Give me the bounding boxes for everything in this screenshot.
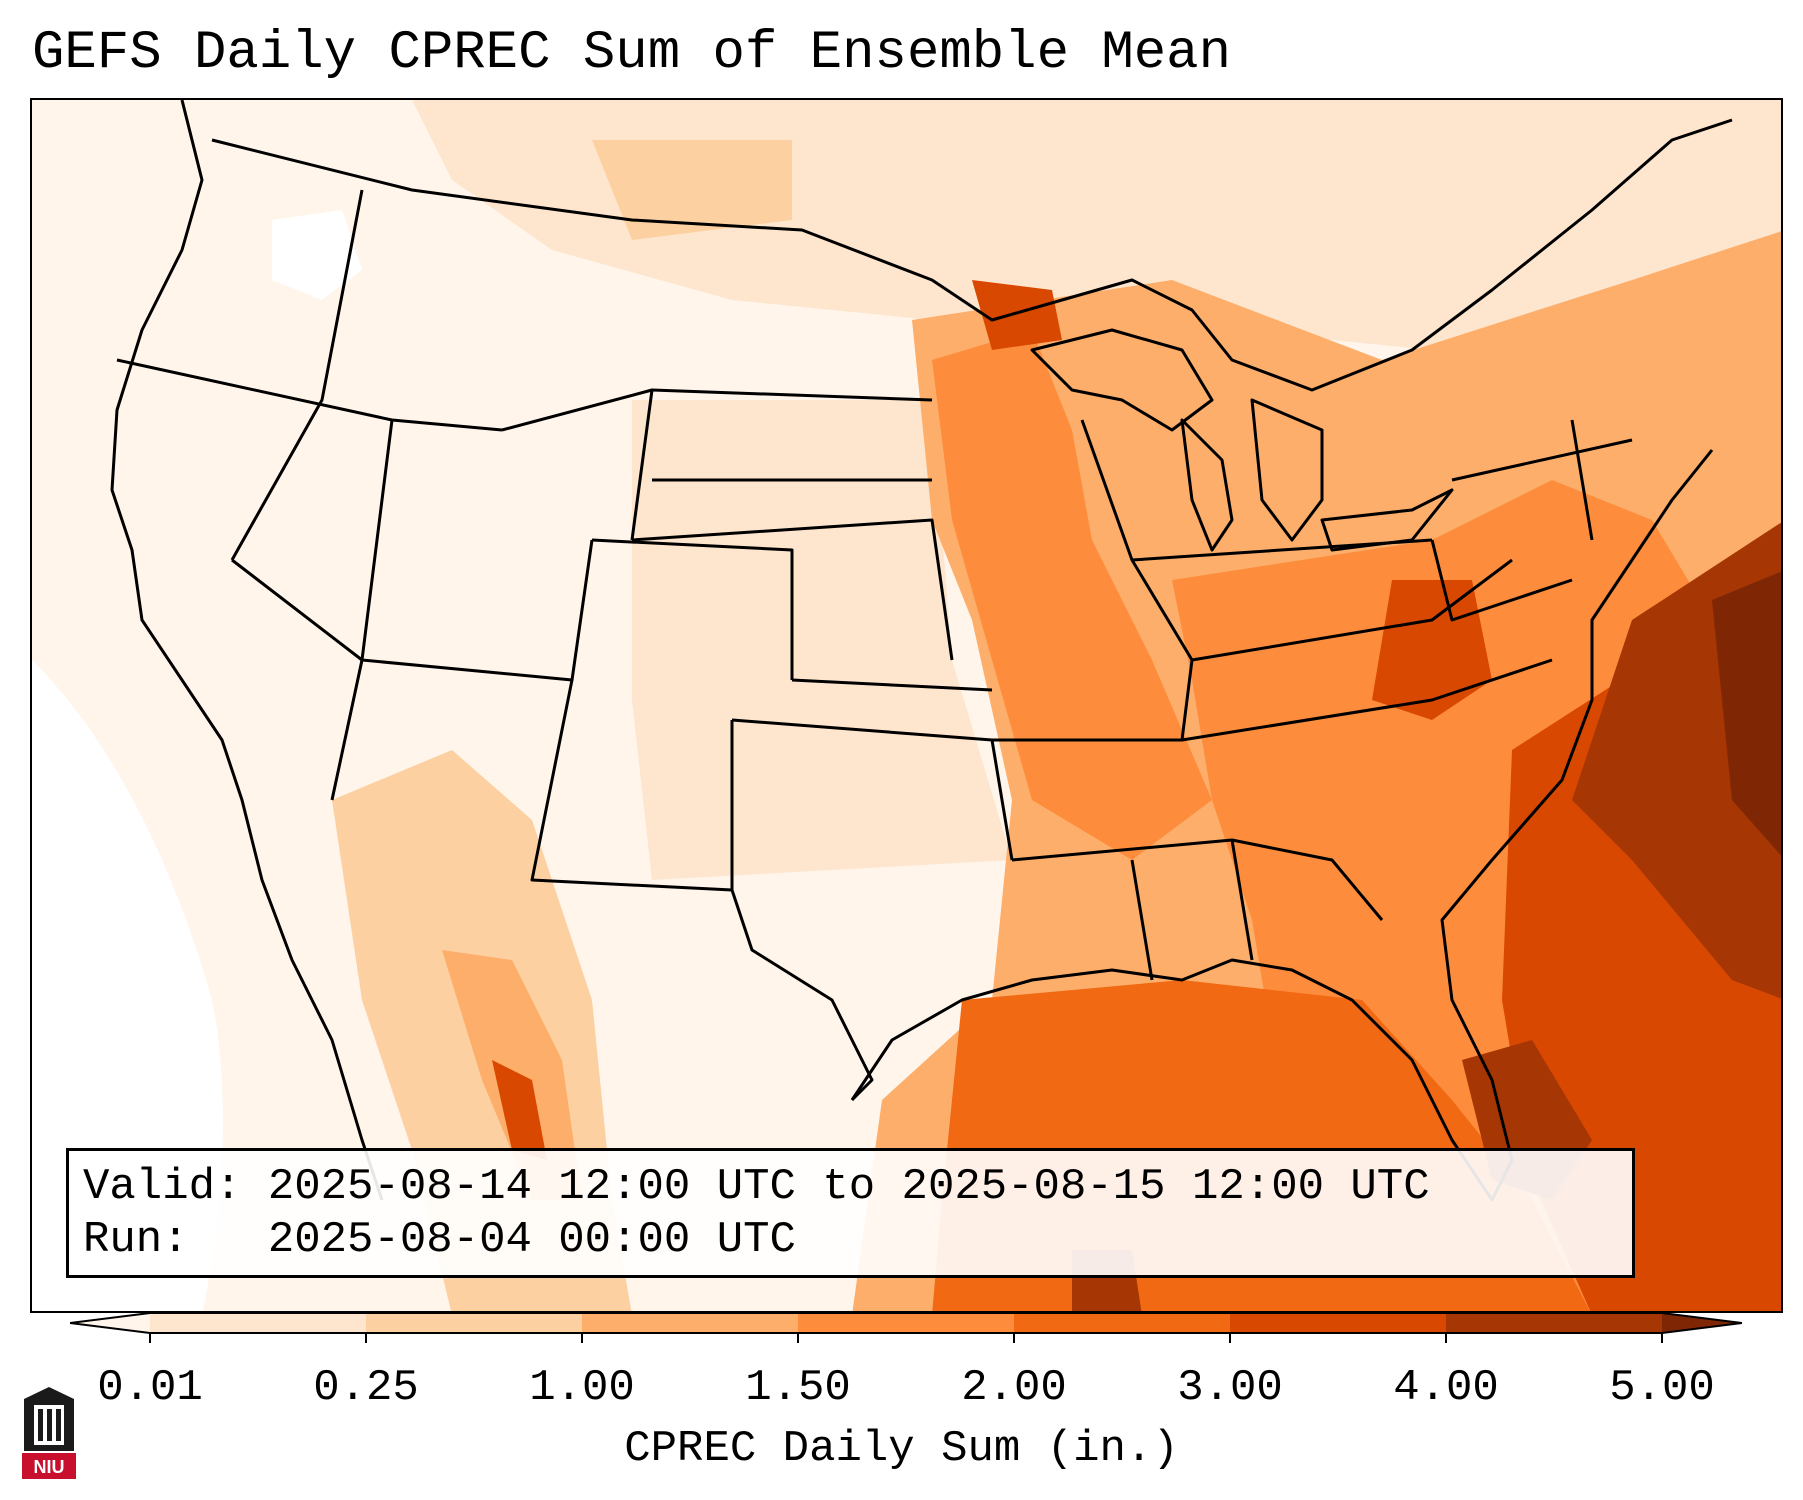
colorbar-segment	[798, 1313, 1015, 1333]
colorbar-label: CPREC Daily Sum (in.)	[624, 1424, 1179, 1474]
colorbar	[70, 1312, 1742, 1343]
colorbar-extend-high	[1662, 1313, 1742, 1333]
run-time-text: Run: 2025-08-04 00:00 UTC	[83, 1215, 796, 1265]
colorbar-segment	[1446, 1313, 1663, 1333]
colorbar-segment	[582, 1313, 799, 1333]
colorbar-segment	[366, 1313, 583, 1333]
colorbar-tick-label: 0.01	[97, 1363, 203, 1413]
valid-time-box: Valid: 2025-08-14 12:00 UTC to 2025-08-1…	[66, 1148, 1635, 1278]
map-title: GEFS Daily CPREC Sum of Ensemble Mean	[32, 23, 1231, 84]
atlantic-max	[1712, 571, 1781, 856]
colorbar-tick-label: 0.25	[313, 1363, 419, 1413]
colorbar-tick-marks	[149, 1333, 1663, 1343]
colorbar-tick-label: 1.00	[529, 1363, 635, 1413]
colorbar-tick-label: 5.00	[1609, 1363, 1715, 1413]
virginia-core	[1372, 580, 1492, 720]
mexico-core	[492, 1060, 547, 1160]
valid-time-text: Valid: 2025-08-14 12:00 UTC to 2025-08-1…	[83, 1162, 1430, 1212]
colorbar-tick-label: 4.00	[1393, 1363, 1499, 1413]
montana-patch	[592, 140, 792, 240]
nw-low-area	[272, 210, 362, 300]
colorbar-tick-label: 1.50	[745, 1363, 851, 1413]
colorbar-tick-label: 3.00	[1177, 1363, 1283, 1413]
logo-text: NIU	[34, 1457, 65, 1477]
colorbar-segment	[1014, 1313, 1231, 1333]
map-canvas	[32, 100, 1781, 1311]
colorbar-segments	[150, 1313, 1663, 1333]
minnesota-core	[972, 280, 1062, 350]
upper-midwest-field	[932, 330, 1212, 860]
niu-logo: NIU	[22, 1387, 76, 1479]
colorbar-segment	[150, 1313, 367, 1333]
precipitation-map	[30, 98, 1783, 1313]
colorbar-segment	[1230, 1313, 1447, 1333]
colorbar-tick-label: 2.00	[961, 1363, 1067, 1413]
colorbar-extend-low	[70, 1313, 150, 1333]
